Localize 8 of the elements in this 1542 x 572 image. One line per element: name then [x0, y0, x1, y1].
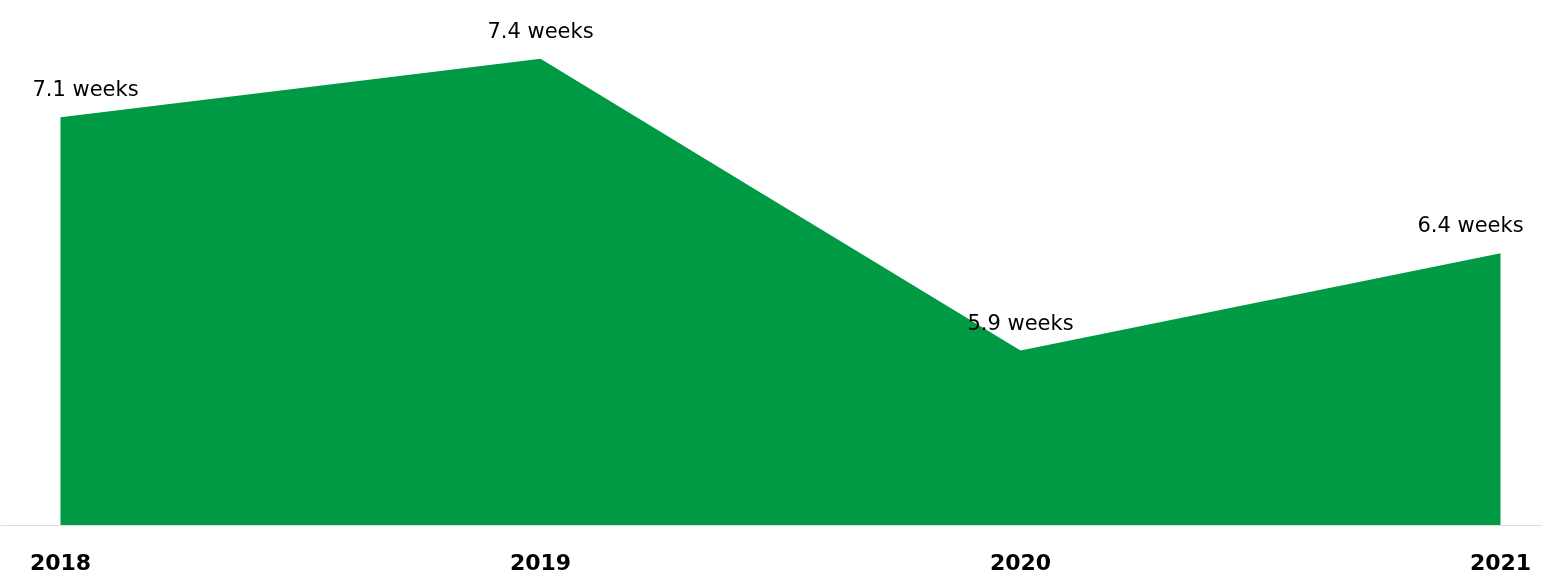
- x-tick-label: 2020: [989, 549, 1052, 572]
- x-tick-label: 2019: [509, 549, 572, 572]
- x-tick-label: 2021: [1469, 549, 1532, 572]
- x-tick-label: 2018: [29, 549, 92, 572]
- data-label: 6.4 weeks: [1417, 213, 1524, 238]
- data-label: 5.9 weeks: [967, 310, 1074, 335]
- data-label: 7.1 weeks: [32, 77, 139, 102]
- data-label: 7.4 weeks: [487, 18, 594, 43]
